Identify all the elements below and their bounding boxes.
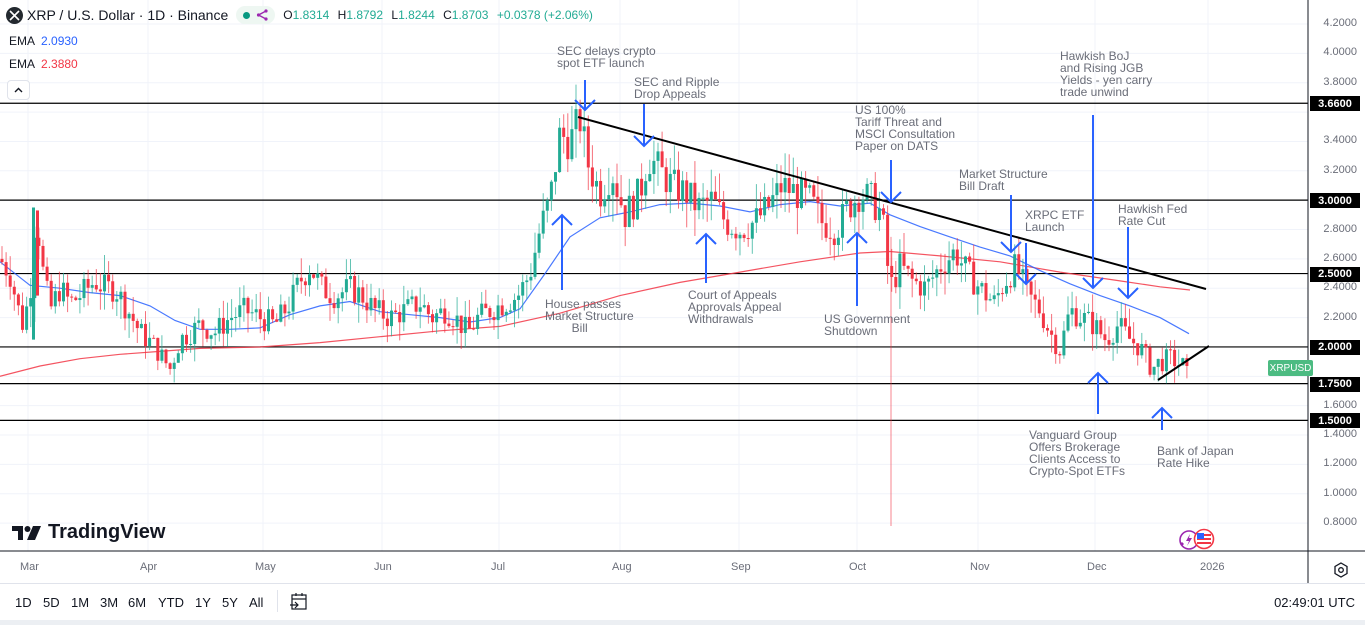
range-button-1m[interactable]: 1M: [71, 595, 90, 610]
toolbar-divider: [277, 590, 278, 612]
range-button-1y[interactable]: 1Y: [195, 595, 211, 610]
time-tick-label: Jun: [374, 561, 392, 573]
time-tick-label: Jul: [491, 561, 506, 573]
price-tick-label: 1.6000: [1323, 398, 1357, 411]
ema-slow-value: 2.3880: [41, 57, 78, 71]
share-icon: [257, 9, 268, 21]
event-annotation[interactable]: House passes Market Structure Bill: [545, 297, 634, 335]
market-open-dot-icon: [243, 11, 251, 19]
chevron-up-icon: [14, 87, 23, 93]
time-tick-label: 2026: [1200, 561, 1225, 573]
price-tick-label: 2.6000: [1323, 251, 1357, 264]
footer-strip: [0, 620, 1365, 625]
event-annotation[interactable]: XRPC ETF Launch: [1025, 208, 1085, 234]
xrp-logo-icon: [6, 6, 23, 24]
tradingview-logo[interactable]: TradingView: [12, 521, 165, 544]
price-tick-label: 3.8000: [1323, 75, 1357, 88]
range-button-3m[interactable]: 3M: [100, 595, 119, 610]
close-value: 1.8703: [451, 8, 489, 22]
level-price-badge[interactable]: 1.5000: [1310, 413, 1360, 429]
price-tick-label: 1.2000: [1323, 457, 1357, 470]
high-value: 1.8792: [346, 8, 384, 22]
event-annotation[interactable]: US 100% Tariff Threat and MSCI Consultat…: [855, 103, 956, 153]
event-annotation[interactable]: Hawkish BoJ and Rising JGB Yields - yen …: [1060, 49, 1153, 99]
time-tick-label: May: [255, 561, 276, 573]
time-tick-label: Mar: [20, 561, 39, 573]
price-tick-label: 2.4000: [1323, 281, 1357, 294]
price-tick-label: 2.2000: [1323, 310, 1357, 323]
price-tick-label: 1.4000: [1323, 428, 1357, 441]
event-annotation[interactable]: Market Structure Bill Draft: [959, 167, 1048, 193]
horizontal-levels: [0, 102, 1308, 421]
time-tick-label: Apr: [140, 561, 158, 573]
time-tick-label: Sep: [731, 561, 751, 573]
range-button-all[interactable]: All: [249, 595, 264, 610]
event-annotation[interactable]: Court of Appeals Approvals Appeal Withdr…: [688, 288, 782, 326]
level-price-badge[interactable]: 1.7500: [1310, 376, 1360, 392]
chart-settings-icon[interactable]: [1332, 561, 1350, 579]
level-price-badge[interactable]: 2.0000: [1310, 339, 1360, 355]
time-tick-label: Oct: [849, 561, 867, 573]
ema-slow-legend[interactable]: EMA 2.3880: [9, 57, 78, 71]
level-price-badge[interactable]: 2.5000: [1310, 266, 1360, 282]
symbol-price-tag: XRPUSD: [1268, 360, 1313, 376]
market-status-pill[interactable]: [236, 6, 276, 24]
event-annotation[interactable]: Hawkish Fed Rate Cut: [1118, 202, 1188, 228]
price-tick-label: 2.8000: [1323, 222, 1357, 235]
event-annotation[interactable]: SEC delays crypto spot ETF launch: [557, 44, 656, 70]
price-tick-label: 3.4000: [1323, 134, 1357, 147]
annotation-arrows[interactable]: [551, 80, 1173, 430]
ema-fast-legend[interactable]: EMA 2.0930: [9, 34, 78, 48]
trendlines[interactable]: [577, 116, 1210, 381]
time-tick-label: Dec: [1087, 561, 1107, 573]
collapse-legend-button[interactable]: [7, 80, 30, 100]
range-button-5y[interactable]: 5Y: [222, 595, 238, 610]
time-tick-label: Nov: [970, 561, 990, 573]
open-value: 1.8314: [292, 8, 330, 22]
range-button-1d[interactable]: 1D: [15, 595, 32, 610]
symbol-legend[interactable]: XRP / U.S. Dollar · 1D · Binance O1.8314…: [6, 6, 593, 24]
range-button-5d[interactable]: 5D: [43, 595, 60, 610]
tradingview-logo-icon: [12, 525, 41, 540]
level-price-badge[interactable]: 3.6600: [1310, 96, 1360, 112]
range-button-6m[interactable]: 6M: [128, 595, 147, 610]
event-annotation[interactable]: US Government Shutdown: [824, 312, 911, 338]
low-value: 1.8244: [398, 8, 435, 22]
utc-clock[interactable]: 02:49:01 UTC: [1274, 595, 1355, 610]
price-tick-label: 4.2000: [1323, 17, 1357, 29]
ema-slow-line: [0, 250, 1191, 377]
time-tick-label: Aug: [612, 561, 632, 573]
price-tick-label: 1.0000: [1323, 486, 1357, 499]
range-button-ytd[interactable]: YTD: [158, 595, 184, 610]
event-annotation[interactable]: Bank of Japan Rate Hike: [1157, 444, 1234, 470]
economic-events-icons[interactable]: [1177, 528, 1217, 552]
change-value: +0.0378 (+2.06%): [496, 8, 593, 22]
price-tick-label: 3.2000: [1323, 163, 1357, 176]
ema-fast-value: 2.0930: [41, 34, 78, 48]
symbol-title: XRP / U.S. Dollar · 1D · Binance: [27, 7, 229, 23]
candlestick-series: [0, 84, 1189, 527]
go-to-date-calendar-icon[interactable]: [289, 591, 309, 611]
ohlc-values: O1.8314 H1.8792 L1.8244 C1.8703 +0.0378 …: [283, 8, 593, 22]
level-price-badge[interactable]: 3.0000: [1310, 193, 1360, 209]
tradingview-wordmark: TradingView: [48, 521, 166, 543]
event-annotation[interactable]: Vanguard Group Offers Brokerage Clients …: [1029, 428, 1126, 478]
price-tick-label: 4.0000: [1323, 46, 1357, 59]
event-annotation[interactable]: SEC and Ripple Drop Appeals: [634, 75, 720, 101]
bottom-toolbar: [0, 583, 1365, 620]
price-tick-label: 0.8000: [1323, 516, 1357, 529]
